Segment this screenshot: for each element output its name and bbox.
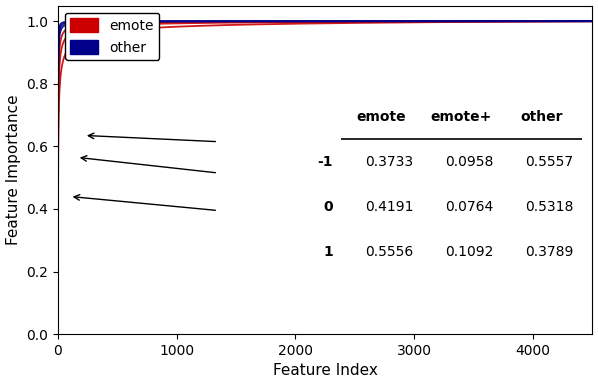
Legend: emote, other: emote, other bbox=[65, 13, 159, 60]
X-axis label: Feature Index: Feature Index bbox=[273, 363, 377, 379]
Y-axis label: Feature Importance: Feature Importance bbox=[5, 94, 20, 245]
